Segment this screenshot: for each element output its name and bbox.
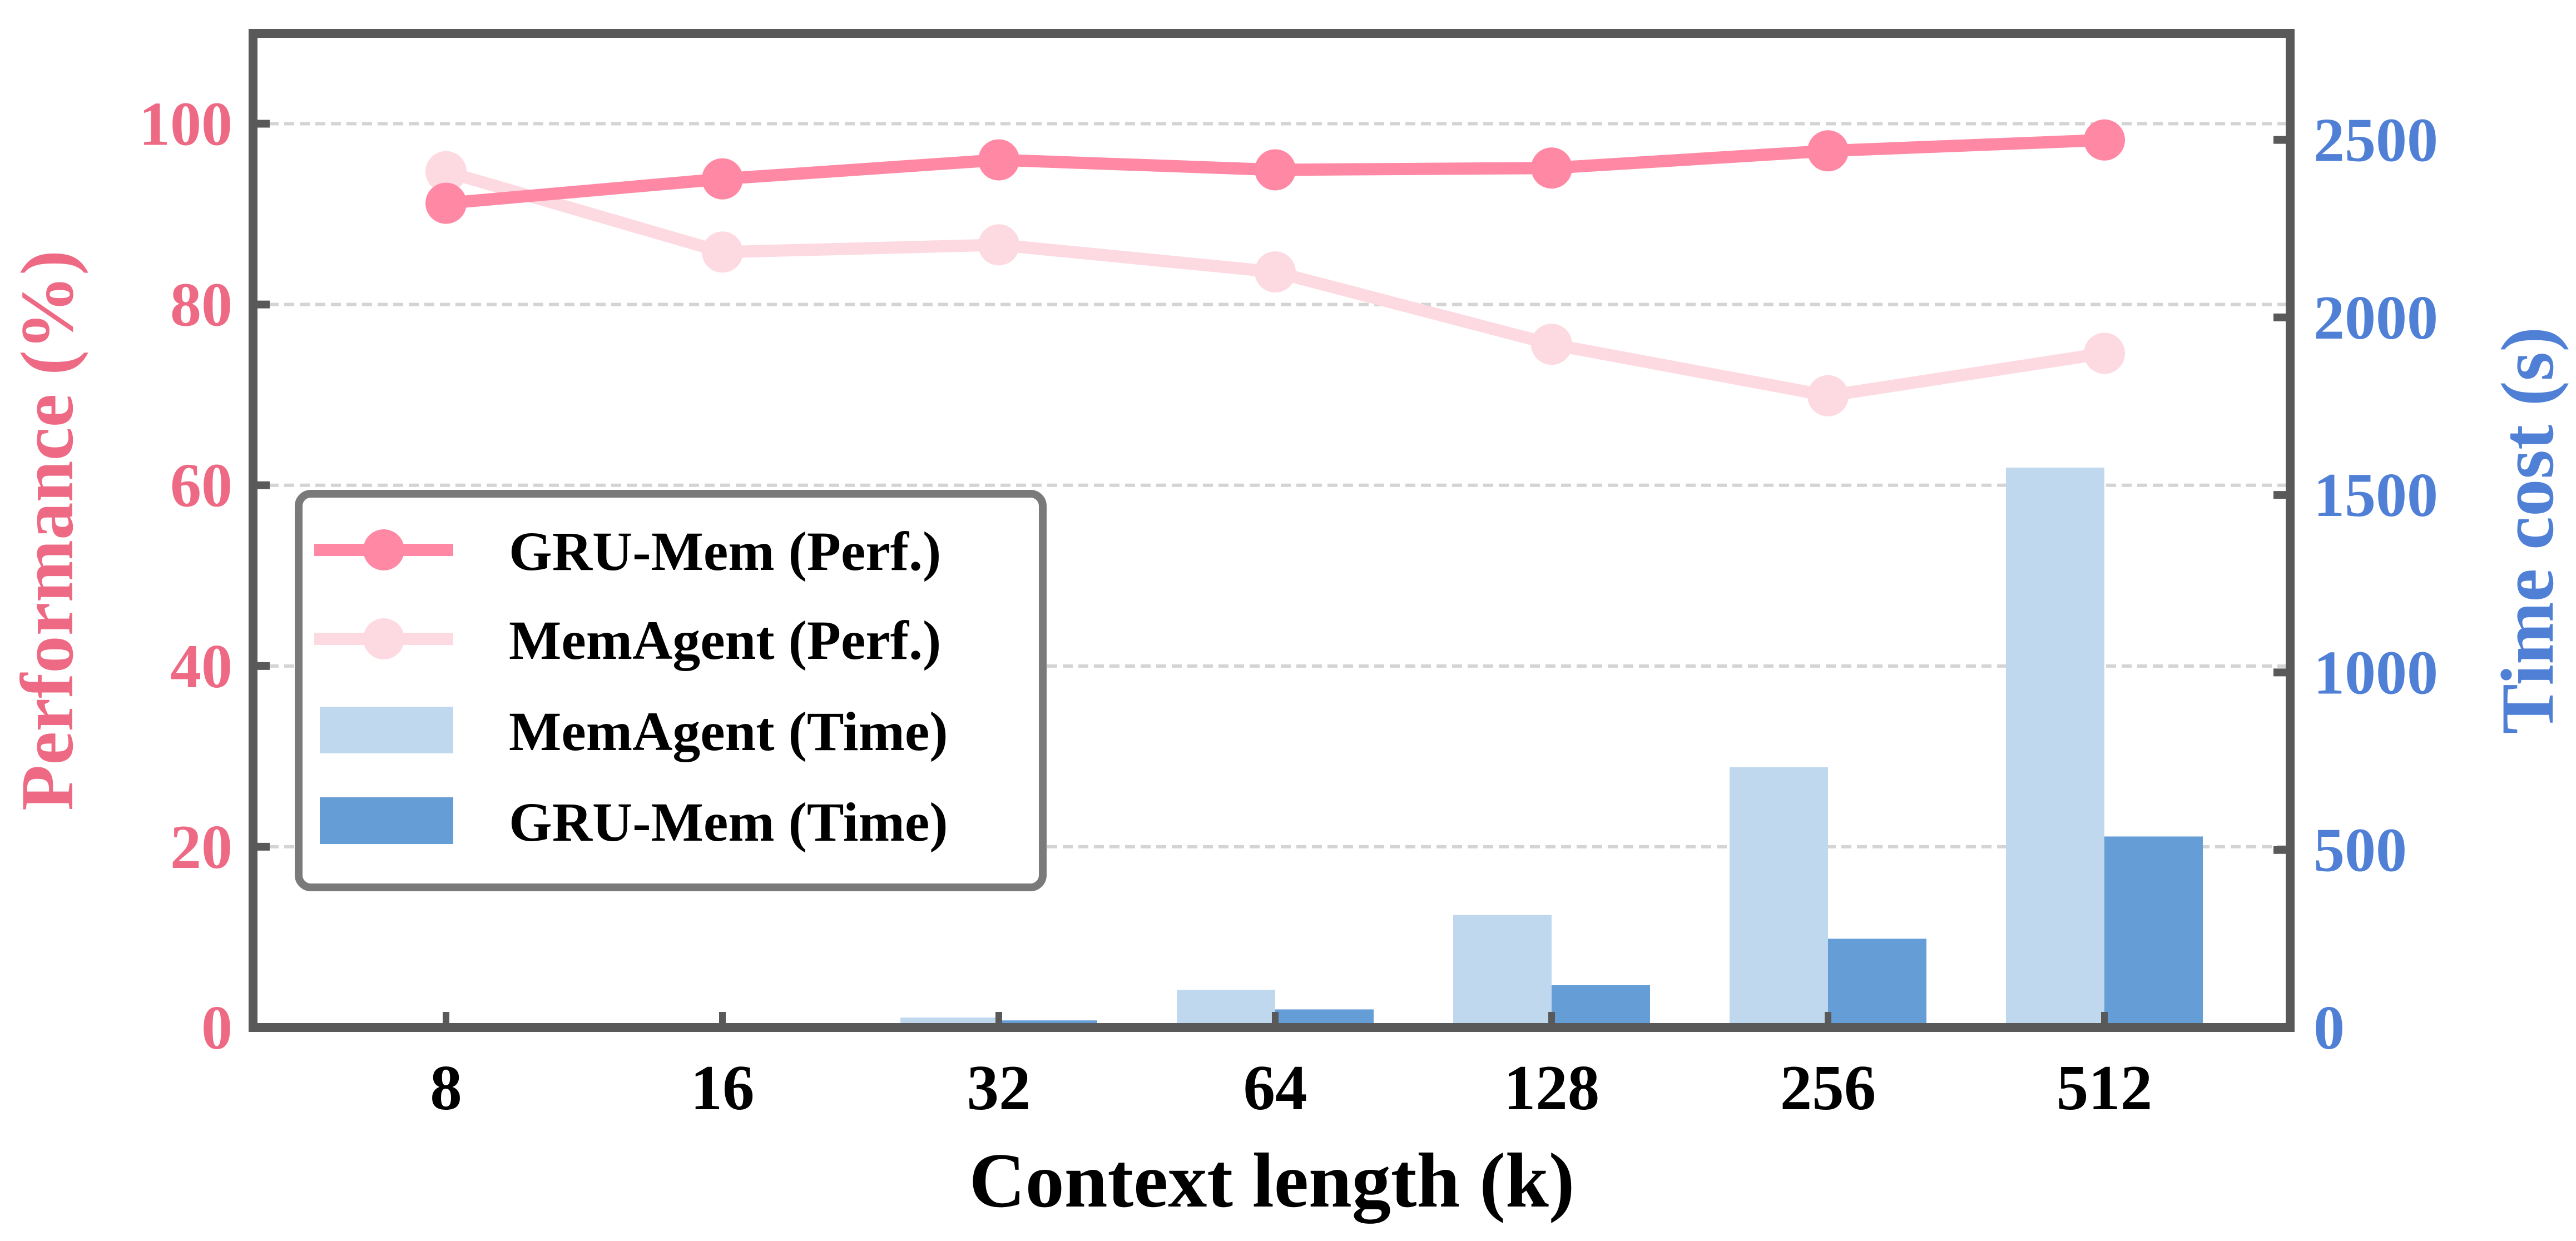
point-memagent-perf- xyxy=(1255,251,1296,293)
bar-gru-mem-time- xyxy=(2104,836,2203,1027)
right-tick-label: 1000 xyxy=(2314,638,2438,707)
point-memagent-perf- xyxy=(978,224,1019,266)
legend-bar-swatch xyxy=(320,707,453,753)
point-memagent-perf- xyxy=(2084,332,2125,374)
point-gru-mem-perf- xyxy=(1531,147,1572,189)
point-memagent-perf- xyxy=(702,231,743,273)
gridlines xyxy=(253,122,2290,848)
point-gru-mem-perf- xyxy=(1807,130,1849,172)
right-tick-label: 1500 xyxy=(2314,461,2438,530)
left-tick-label: 0 xyxy=(201,994,232,1063)
left-tick-label: 40 xyxy=(170,632,232,701)
x-tick-label: 256 xyxy=(1780,1053,1876,1123)
bar-memagent-time- xyxy=(1453,915,1552,1027)
right-tick-label: 2500 xyxy=(2314,106,2438,175)
point-gru-mem-perf- xyxy=(978,139,1019,181)
point-gru-mem-perf- xyxy=(1255,149,1296,191)
point-gru-mem-perf- xyxy=(2084,119,2125,161)
bar-gru-mem-time- xyxy=(1828,939,1926,1027)
legend-bar-swatch xyxy=(320,797,453,844)
left-tick-label: 60 xyxy=(170,451,232,520)
left-axis-label: Performance (%) xyxy=(6,250,89,811)
legend-label: GRU-Mem (Perf.) xyxy=(509,520,941,582)
plot-frame xyxy=(249,29,2295,1032)
left-tick-label: 20 xyxy=(170,813,232,882)
point-gru-mem-perf- xyxy=(425,182,467,224)
x-tick-label: 128 xyxy=(1504,1053,1600,1123)
point-memagent-perf- xyxy=(425,151,467,192)
x-tick-label: 64 xyxy=(1244,1053,1307,1123)
x-tick-label: 16 xyxy=(691,1053,755,1123)
legend: GRU-Mem (Perf.) MemAgent (Perf.) MemAgent … xyxy=(295,490,1047,891)
x-tick-label: 512 xyxy=(2057,1053,2153,1123)
legend-label: MemAgent (Perf.) xyxy=(509,609,941,671)
bar-gru-mem-time- xyxy=(1552,985,1650,1027)
bar-memagent-time- xyxy=(2006,467,2104,1027)
point-memagent-perf- xyxy=(1807,375,1849,416)
right-tick-label: 500 xyxy=(2314,816,2407,885)
right-axis-label: Time cost (s) xyxy=(2486,327,2569,734)
x-tick-label: 8 xyxy=(430,1053,462,1123)
legend-marker-swatch xyxy=(363,529,404,570)
legend-label: GRU-Mem (Time) xyxy=(509,791,948,853)
x-axis-label: Context length (k) xyxy=(969,1138,1575,1224)
lines xyxy=(425,119,2125,416)
left-tick-label: 100 xyxy=(139,90,232,159)
bar-memagent-time- xyxy=(1730,767,1828,1027)
point-memagent-perf- xyxy=(1531,324,1572,365)
legend-marker-swatch xyxy=(363,618,404,659)
legend-label: MemAgent (Time) xyxy=(509,701,948,762)
point-gru-mem-perf- xyxy=(702,158,743,200)
right-tick-label: 2000 xyxy=(2314,284,2438,353)
bar-memagent-time- xyxy=(1177,990,1275,1027)
right-tick-label: 0 xyxy=(2314,994,2345,1063)
x-tick-label: 32 xyxy=(967,1053,1031,1123)
left-tick-label: 80 xyxy=(170,271,232,340)
legend-frame xyxy=(295,490,1047,891)
